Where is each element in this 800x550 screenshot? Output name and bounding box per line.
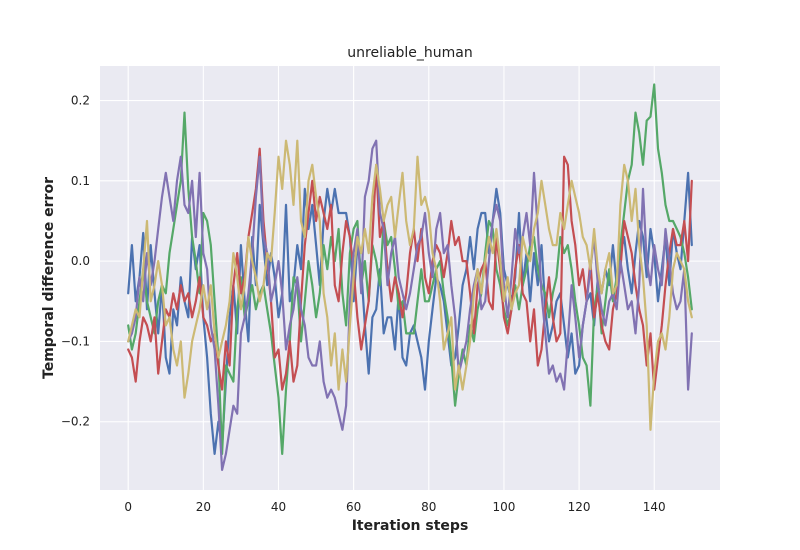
series-line-5 [127, 139, 693, 431]
series-line-3 [127, 147, 693, 391]
plot-area [100, 66, 720, 490]
chart-title: unreliable_human [347, 45, 472, 61]
y-tick-labels: −0.2 −0.1 0.0 0.1 0.2 [61, 94, 90, 429]
x-tick-label: 20 [196, 500, 211, 514]
series-line-4 [127, 139, 693, 471]
x-tick-label: 100 [492, 500, 515, 514]
x-tick-label: 40 [271, 500, 286, 514]
series-lines [127, 83, 693, 471]
y-tick-label: 0.1 [71, 174, 90, 188]
x-tick-label: 120 [568, 500, 591, 514]
y-tick-label: 0.0 [71, 254, 90, 268]
x-tick-label: 0 [124, 500, 132, 514]
x-axis-label: Iteration steps [352, 518, 469, 534]
y-axis-label: Temporal difference error [41, 177, 57, 379]
x-tick-labels: 0 20 40 60 80 100 120 140 [124, 500, 665, 514]
x-tick-label: 80 [421, 500, 436, 514]
x-tick-label: 60 [346, 500, 361, 514]
y-tick-label: −0.1 [61, 334, 90, 348]
y-tick-label: 0.2 [71, 94, 90, 108]
y-tick-label: −0.2 [61, 415, 90, 429]
x-tick-label: 140 [643, 500, 666, 514]
